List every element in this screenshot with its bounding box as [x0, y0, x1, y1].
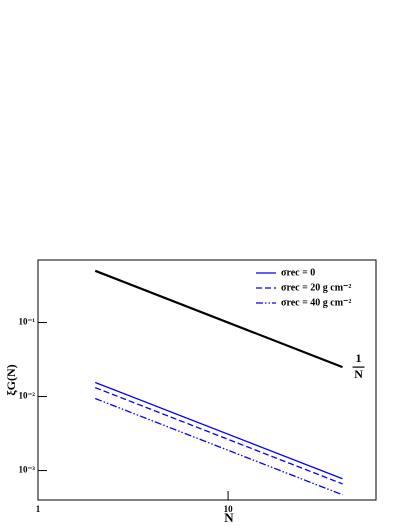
plot-frame — [37, 259, 377, 501]
x-axis-label: N — [224, 510, 234, 525]
y-axis-label: ξG(N) — [4, 364, 18, 395]
series-line — [94, 397, 343, 496]
series-line — [94, 387, 343, 485]
legend-label: σrec = 40 g cm⁻² — [281, 297, 351, 308]
legend-label: σrec = 0 — [281, 267, 315, 278]
annotation-denominator: N — [354, 367, 363, 381]
series-line — [94, 381, 343, 480]
x-tick-label: 10 — [224, 504, 234, 514]
y-tick-label: 10⁻¹ — [19, 317, 36, 327]
x-tick-label: 1 — [36, 504, 41, 514]
y-tick-label: 10⁻² — [19, 391, 36, 401]
legend-label: σrec = 20 g cm⁻² — [281, 282, 351, 293]
series-line — [94, 269, 343, 369]
annotation-numerator: 1 — [356, 351, 362, 365]
y-tick-label: 10⁻³ — [19, 465, 36, 475]
